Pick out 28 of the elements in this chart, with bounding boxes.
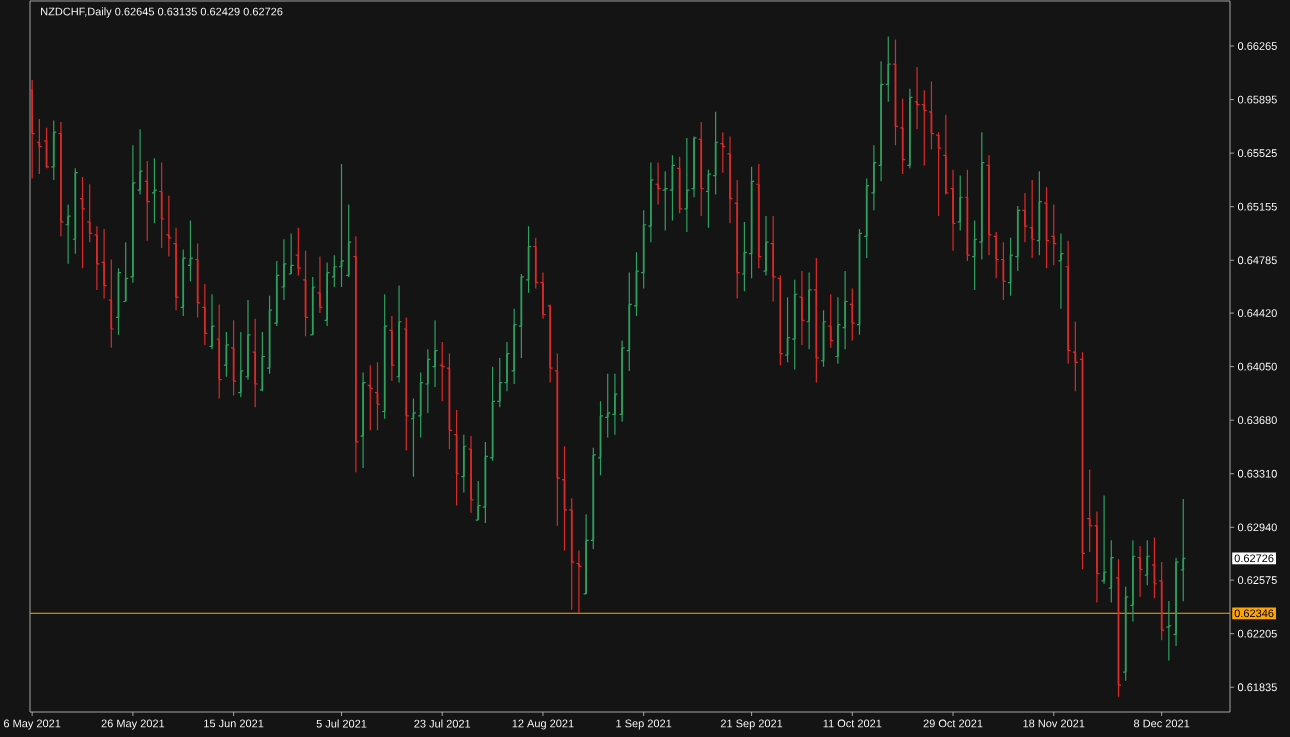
- x-tick-label: 8 Dec 2021: [1134, 719, 1190, 728]
- x-tick-label: 18 Nov 2021: [1023, 719, 1085, 728]
- x-tick-label: 23 Jul 2021: [414, 719, 471, 728]
- ref-line-label: 0.62346: [1234, 609, 1274, 618]
- y-tick-label: 0.63680: [1237, 416, 1277, 425]
- y-tick-label: 0.64050: [1237, 362, 1277, 371]
- x-tick-label: 6 May 2021: [3, 719, 61, 730]
- x-tick-label: 21 Sep 2021: [720, 719, 783, 730]
- x-tick-label: 15 Jun 2021: [204, 719, 264, 728]
- y-tick-label: 0.63310: [1237, 469, 1277, 478]
- x-tick-label: 12 Aug 2021: [512, 719, 574, 730]
- x-tick-label: 1 Sep 2021: [616, 719, 672, 730]
- y-tick-label: 0.62940: [1237, 523, 1277, 532]
- y-tick-label: 0.65155: [1237, 202, 1277, 211]
- x-tick-label: 26 May 2021: [101, 719, 165, 730]
- y-tick-label: 0.66265: [1237, 42, 1277, 50]
- y-tick-label: 0.62575: [1237, 576, 1277, 585]
- x-tick-label: 5 Jul 2021: [316, 719, 367, 728]
- y-tick-label: 0.65895: [1237, 95, 1277, 104]
- y-tick-label: 0.64420: [1237, 309, 1277, 317]
- text: 0.62726: [1234, 554, 1274, 563]
- y-tick-label: 0.61835: [1237, 683, 1277, 692]
- x-tick-label: 29 Oct 2021: [923, 719, 983, 728]
- text: NZDCHF,Daily 0.62645 0.63135 0.62429 0.62726: [41, 7, 283, 18]
- y-tick-label: 0.65525: [1237, 149, 1277, 158]
- x-tick-label: 11 Oct 2021: [823, 719, 882, 728]
- y-tick-label: 0.64785: [1237, 256, 1277, 265]
- y-tick-label: 0.62205: [1237, 629, 1277, 638]
